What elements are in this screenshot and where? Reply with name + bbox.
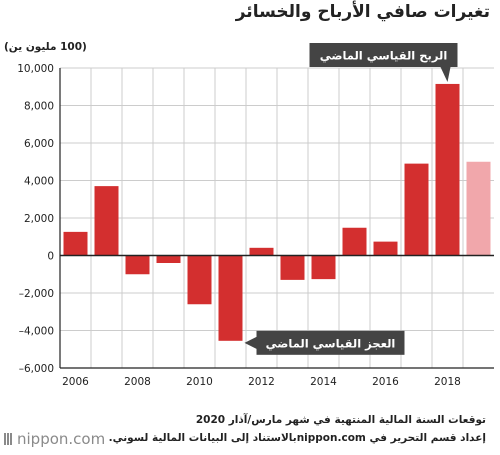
bars xyxy=(63,83,491,341)
chart-title: تغيرات صافي الأرباح والخسائر xyxy=(235,2,490,22)
y-tick-label: 0 xyxy=(47,251,54,263)
y-tick-label: 4,000 xyxy=(24,176,54,188)
footer-source: إعداد قسم التحرير في nippon.comبالاستناد… xyxy=(108,432,486,444)
bar-2013 xyxy=(280,255,305,280)
bar-2015 xyxy=(342,227,367,256)
bar-2016 xyxy=(373,241,398,256)
y-tick-label: 10,000 xyxy=(17,63,54,75)
callout-record-profit: الربح القياسي الماضي xyxy=(309,43,458,82)
x-tick-labels: 2006 2008 2010 2012 2014 2016 2018 xyxy=(62,376,461,388)
y-tick-label: 2,000 xyxy=(24,213,54,225)
x-tick-label: 2012 xyxy=(248,376,275,388)
y-tick-label: 6,000 xyxy=(24,138,54,150)
callout-label: الربح القياسي الماضي xyxy=(320,49,448,63)
bar-2009 xyxy=(156,255,181,263)
callout-pointer xyxy=(244,336,257,349)
callout-box xyxy=(256,330,405,355)
y-tick-label: –2,000 xyxy=(19,288,54,300)
bar-forecast-2019 xyxy=(466,161,491,256)
y-tick-label: –6,000 xyxy=(19,363,54,375)
brand-name: nippon.com xyxy=(17,430,106,448)
callout-label: العجز القياسي الماضي xyxy=(266,336,396,350)
bar-2014 xyxy=(311,255,336,280)
x-tick-label: 2008 xyxy=(124,376,151,388)
brand-mark-icon xyxy=(4,433,12,445)
callout-box xyxy=(309,43,458,67)
x-tick-label: 2006 xyxy=(62,376,89,388)
footer-note: توقعات السنة المالية المنتهية في شهر مار… xyxy=(195,414,486,426)
callout-record-deficit: العجز القياسي الماضي xyxy=(244,330,405,355)
bar-2017 xyxy=(404,163,429,256)
bar-2006 xyxy=(63,231,88,256)
bar-2008 xyxy=(125,255,150,275)
y-tick-labels: 10,000 8,000 6,000 4,000 2,000 0 –2,000 –4,000 –… xyxy=(17,63,54,375)
y-axis-unit-label: (100 مليون ين) xyxy=(4,41,87,53)
bar-2012 xyxy=(249,247,274,256)
bar-2011 xyxy=(218,255,243,341)
y-tick-label: 8,000 xyxy=(24,101,54,113)
bar-2018 xyxy=(435,83,460,256)
bar-2010 xyxy=(187,255,212,305)
x-tick-label: 2018 xyxy=(434,376,461,388)
x-tick-label: 2016 xyxy=(372,376,399,388)
x-tick-label: 2010 xyxy=(186,376,213,388)
x-tick-label: 2014 xyxy=(310,376,337,388)
callout-pointer xyxy=(440,67,451,82)
brand-logo: nippon.com xyxy=(4,430,105,448)
grid-lines xyxy=(60,67,494,369)
bar-2007 xyxy=(94,186,119,256)
y-tick-label: –4,000 xyxy=(19,326,54,338)
callouts: الربح القياسي الماضي العجز القياسي الماضي xyxy=(244,43,458,355)
axes xyxy=(59,68,494,369)
